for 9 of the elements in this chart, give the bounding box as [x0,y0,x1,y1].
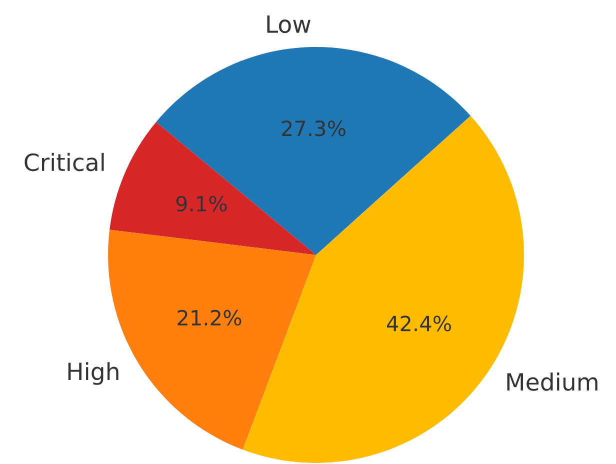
data-label: 21.2% [178,310,242,326]
slice-label: Medium [507,372,598,391]
data-label: 42.4% [386,316,452,332]
data-label: 27.3% [282,120,346,136]
pie-slice [156,47,471,255]
data-label: 9.1% [176,196,227,212]
slice-label: Critical [24,152,104,172]
slice-label: High [68,362,118,385]
slice-label: Low [267,16,310,34]
